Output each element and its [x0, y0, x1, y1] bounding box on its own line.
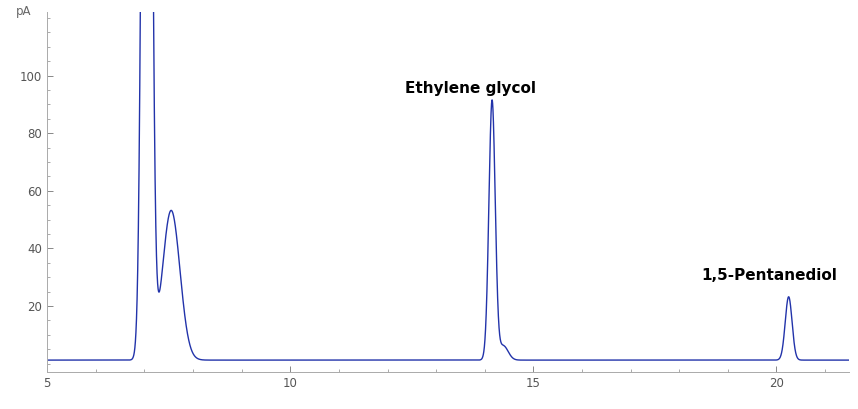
Text: 1,5-Pentanediol: 1,5-Pentanediol: [701, 268, 837, 283]
Y-axis label: pA: pA: [15, 5, 31, 18]
Text: Ethylene glycol: Ethylene glycol: [405, 81, 535, 96]
